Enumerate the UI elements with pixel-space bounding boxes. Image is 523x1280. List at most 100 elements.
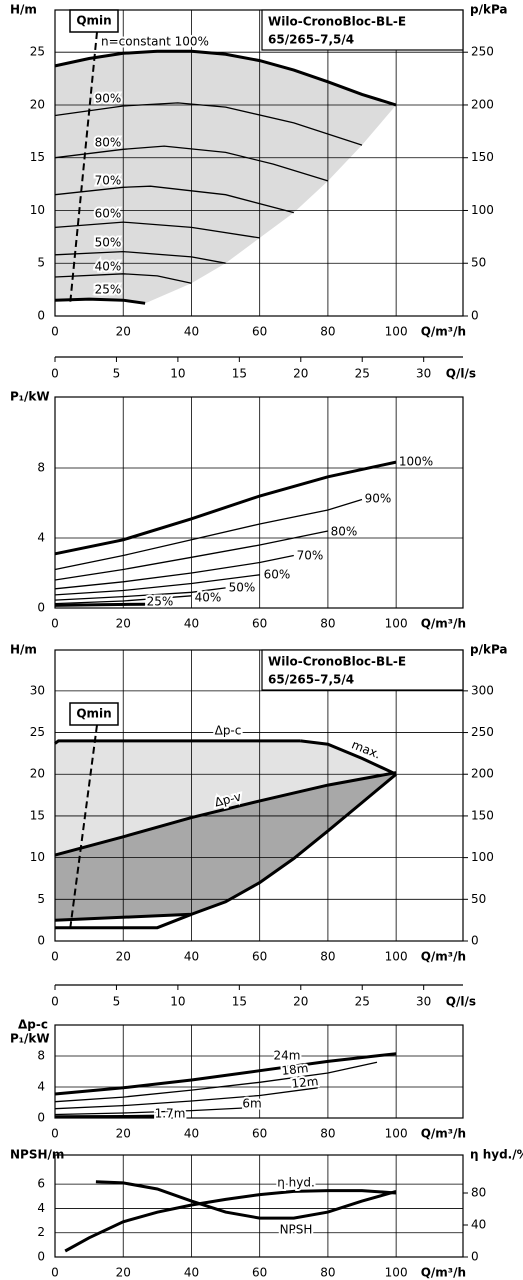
y-tick-label: 20: [30, 767, 45, 781]
x-tick-label: 100: [385, 617, 408, 631]
title-box: [261, 649, 464, 691]
plot-frame: [54, 1154, 464, 1258]
y2-tick-label: 80: [471, 1186, 486, 1200]
curve: [54, 297, 146, 305]
y2-tick-label: 0: [471, 934, 479, 948]
y2-tick-label: 200: [471, 97, 494, 111]
y-axis-label: NPSH/m: [10, 1148, 64, 1162]
y2-axis-label: p/kPa: [470, 643, 508, 657]
x2-tick-label: 5: [113, 367, 121, 381]
x2-tick-label: 25: [355, 367, 370, 381]
x-axis-label: Q/m³/h: [421, 1266, 466, 1280]
curve: [54, 102, 363, 146]
y-axis-label: H/m: [10, 643, 37, 657]
y-tick-label: 10: [30, 203, 45, 217]
y-tick-label: 4: [37, 1080, 45, 1094]
dp-v-area: [55, 772, 397, 921]
y2-axis-label: p/kPa: [470, 3, 508, 17]
dp-c-area: [55, 740, 397, 856]
y-tick-label: 0: [37, 601, 45, 615]
y2-tick-label: 300: [471, 683, 494, 697]
y2-tick-label: 150: [471, 150, 494, 164]
curve-label: n=constant 100%: [101, 35, 209, 49]
x-tick-label: 0: [51, 1266, 59, 1280]
curve: [54, 460, 397, 556]
x-tick-label: 40: [184, 325, 199, 339]
x-axis-label: Q/m³/h: [421, 617, 466, 631]
y2-tick-label: 100: [471, 203, 494, 217]
x2-axis-label: Q/l/s: [446, 367, 476, 381]
y-tick-label: 30: [30, 683, 45, 697]
x-tick-label: 100: [385, 1266, 408, 1280]
y-tick-label: 5: [37, 892, 45, 906]
x-tick-label: 20: [116, 617, 131, 631]
subtitle: 65/265–7,5/4: [268, 33, 354, 47]
curve-label: Δp-c: [215, 724, 242, 738]
curve: [54, 739, 301, 745]
curve: [54, 587, 226, 601]
y-axis-note: Δp-c: [18, 1018, 48, 1032]
y2-tick-label: 50: [471, 256, 486, 270]
y-tick-label: 8: [37, 1049, 45, 1063]
curve: [54, 1087, 318, 1110]
curve-label: 60%: [95, 207, 122, 221]
y2-tick-label: 100: [471, 850, 494, 864]
x-tick-label: 60: [252, 1266, 267, 1280]
y2-tick-label: 50: [471, 892, 486, 906]
curve: [95, 1180, 397, 1220]
curve-label: 24m: [274, 1049, 301, 1063]
curve: [54, 145, 329, 182]
y-tick-label: 6: [37, 1177, 45, 1191]
x-tick-label: 20: [116, 325, 131, 339]
curve-label: 90%: [365, 492, 392, 506]
curve: [54, 771, 397, 857]
x-tick-label: 80: [320, 617, 335, 631]
qmin-line: [69, 31, 98, 306]
y-axis-label: P₁/kW: [10, 390, 50, 404]
x2-tick-label: 0: [51, 367, 59, 381]
qmin-label: Qmin: [76, 707, 111, 721]
plot-frame: [54, 9, 464, 317]
y-axis-label: P₁/kW: [10, 1032, 50, 1046]
title-box: [261, 9, 464, 51]
y2-tick-label: 0: [471, 1250, 479, 1264]
y-tick-label: 4: [37, 531, 45, 545]
curve: [54, 530, 329, 581]
x-tick-label: 80: [320, 950, 335, 964]
y-tick-label: 15: [30, 808, 45, 822]
curve-label: 80%: [331, 525, 358, 539]
curve-label: NPSH: [280, 1223, 313, 1237]
x-tick-label: 20: [116, 1127, 131, 1141]
x-tick-label: 0: [51, 1127, 59, 1141]
curve-label: 80%: [95, 136, 122, 150]
x-tick-label: 100: [385, 1127, 408, 1141]
curve: [300, 739, 397, 776]
y-tick-label: 5: [37, 256, 45, 270]
x-tick-label: 0: [51, 617, 59, 631]
y-tick-label: 10: [30, 850, 45, 864]
curve: [54, 554, 294, 590]
curve-label: 1.7m: [155, 1107, 186, 1121]
qmin-label: Qmin: [76, 14, 111, 28]
curve: [54, 273, 192, 284]
curve-label: η hyd.: [277, 1176, 315, 1190]
x2-tick-label: 10: [170, 367, 185, 381]
curve-label: 100%: [399, 455, 433, 469]
y2-tick-label: 200: [471, 767, 494, 781]
curve: [54, 49, 397, 107]
x2-tick-label: 10: [170, 995, 185, 1009]
y2-axis-label: η hyd./%: [470, 1148, 523, 1162]
x2-tick-label: 20: [293, 367, 308, 381]
y-tick-label: 25: [30, 45, 45, 59]
x-tick-label: 20: [116, 1266, 131, 1280]
x2-tick-label: 15: [232, 995, 247, 1009]
curve: [54, 185, 294, 214]
curve-label: 90%: [95, 92, 122, 106]
x2-axis-label: Q/l/s: [446, 995, 476, 1009]
x2-tick-label: 20: [293, 995, 308, 1009]
y-tick-label: 8: [37, 461, 45, 475]
x-axis-label: Q/m³/h: [421, 950, 466, 964]
curve-label: 50%: [229, 581, 256, 595]
x-tick-label: 60: [252, 325, 267, 339]
